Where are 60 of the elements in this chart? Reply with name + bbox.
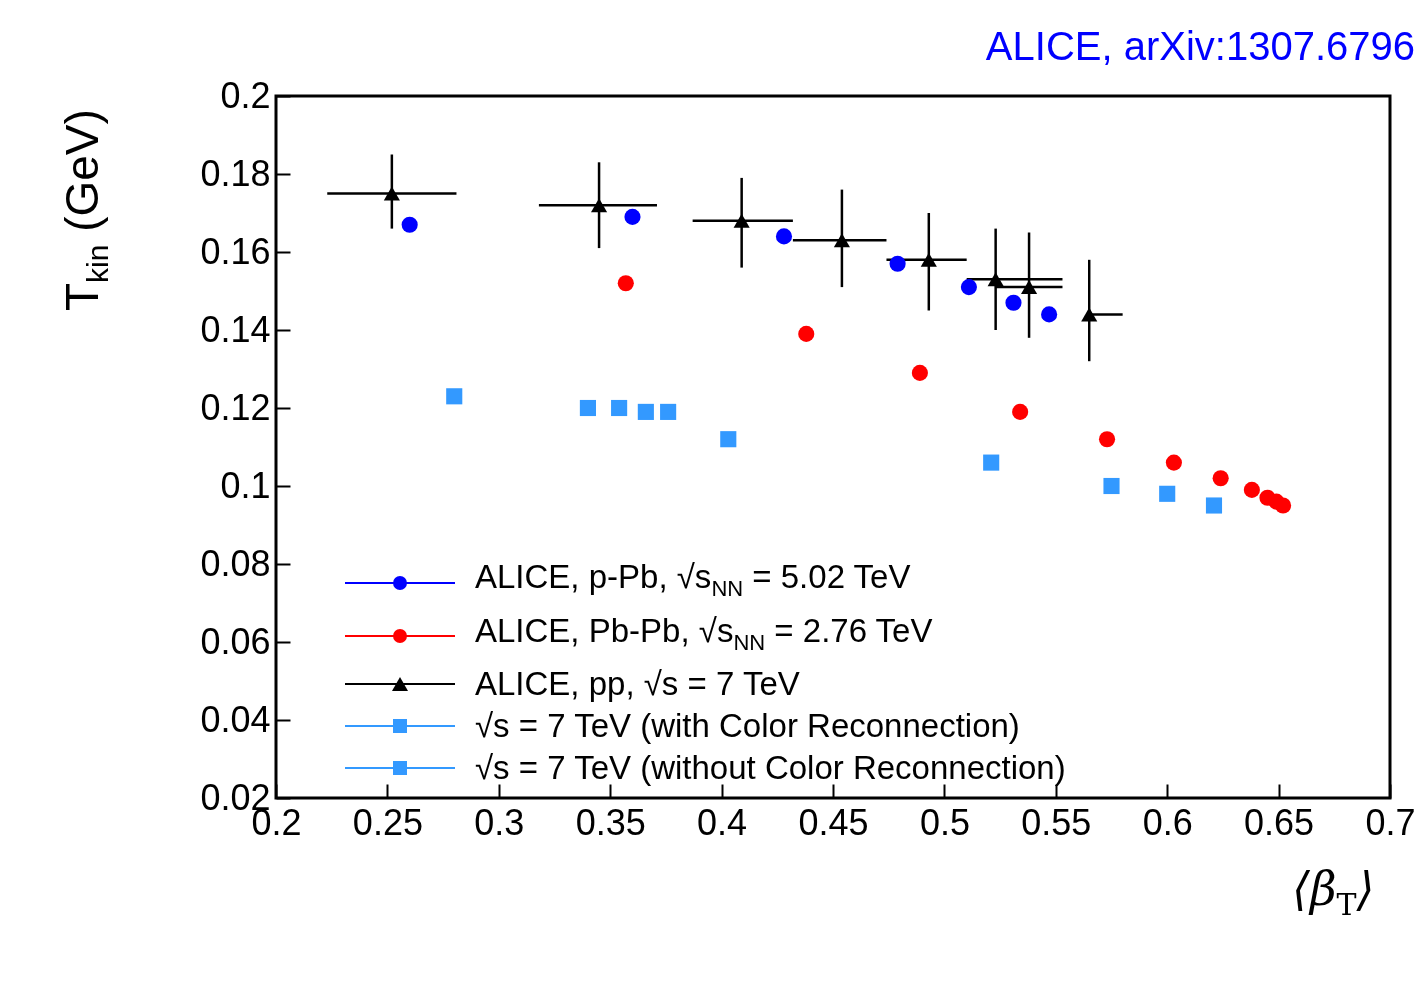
x-tick-label: 0.7 xyxy=(1365,801,1416,843)
y-tick-label: 0.06 xyxy=(200,620,271,662)
point xyxy=(591,198,608,213)
point xyxy=(1012,403,1029,420)
x-tick-label: 0.55 xyxy=(1021,801,1092,843)
point xyxy=(960,279,977,296)
y-tick-label: 0.16 xyxy=(200,230,271,272)
point xyxy=(637,403,654,420)
point xyxy=(446,388,463,405)
x-tick-label: 0.25 xyxy=(352,801,423,843)
y-tick-label: 0.04 xyxy=(200,698,271,740)
point xyxy=(889,255,906,272)
point xyxy=(1081,307,1098,322)
y-tick-label: 0.14 xyxy=(200,308,271,350)
legend-label: ALICE, p-Pb, √s$_{NN}$ = 5.02 TeV xyxy=(475,557,911,603)
point xyxy=(1165,454,1182,471)
x-tick-label: 0.45 xyxy=(798,801,869,843)
y-tick-label: 0.18 xyxy=(200,152,271,194)
point xyxy=(983,454,1000,471)
point xyxy=(720,431,737,448)
text: ALICE, arXiv:1307.6796 xyxy=(985,24,1416,68)
point xyxy=(920,252,937,267)
point xyxy=(660,403,677,420)
point xyxy=(911,364,928,381)
point xyxy=(1243,481,1260,498)
y-tick-label: 0.2 xyxy=(220,74,271,116)
point xyxy=(1212,470,1229,487)
y-tick-label: 0.1 xyxy=(220,464,271,506)
point xyxy=(617,275,634,292)
point xyxy=(1021,280,1038,295)
x-tick-label: 0.5 xyxy=(919,801,970,843)
point xyxy=(1041,306,1058,323)
y-tick-label: 0.12 xyxy=(200,386,271,428)
x-tick-label: 0.35 xyxy=(575,801,646,843)
legend-label: √s = 7 TeV (without Color Reconnection) xyxy=(475,748,1066,789)
point xyxy=(733,213,750,228)
point xyxy=(798,325,815,342)
point xyxy=(624,208,641,225)
legend-label: ALICE, pp, √s = 7 TeV xyxy=(475,664,800,705)
y-tick-label: 0.08 xyxy=(200,542,271,584)
x-tick-label: 0.4 xyxy=(697,801,748,843)
legend-label: √s = 7 TeV (with Color Reconnection) xyxy=(475,706,1020,747)
x-tick-label: 0.6 xyxy=(1142,801,1193,843)
point xyxy=(775,228,793,245)
point xyxy=(987,272,1004,287)
point xyxy=(401,216,418,233)
point xyxy=(1103,477,1120,495)
point xyxy=(1274,497,1292,514)
point xyxy=(1005,294,1022,311)
point xyxy=(1159,485,1176,502)
point xyxy=(611,399,628,417)
x-axis-title: ⟨β$_{T}$⟩ xyxy=(1292,862,1375,923)
point xyxy=(833,233,850,248)
point xyxy=(1205,497,1223,514)
point xyxy=(383,186,400,201)
x-tick-label: 0.3 xyxy=(474,801,525,843)
legend-label: ALICE, Pb-Pb, √s$_{NN}$ = 2.76 TeV xyxy=(475,610,933,657)
point xyxy=(579,399,596,417)
point xyxy=(1098,431,1116,448)
x-tick-label: 0.65 xyxy=(1244,801,1315,843)
